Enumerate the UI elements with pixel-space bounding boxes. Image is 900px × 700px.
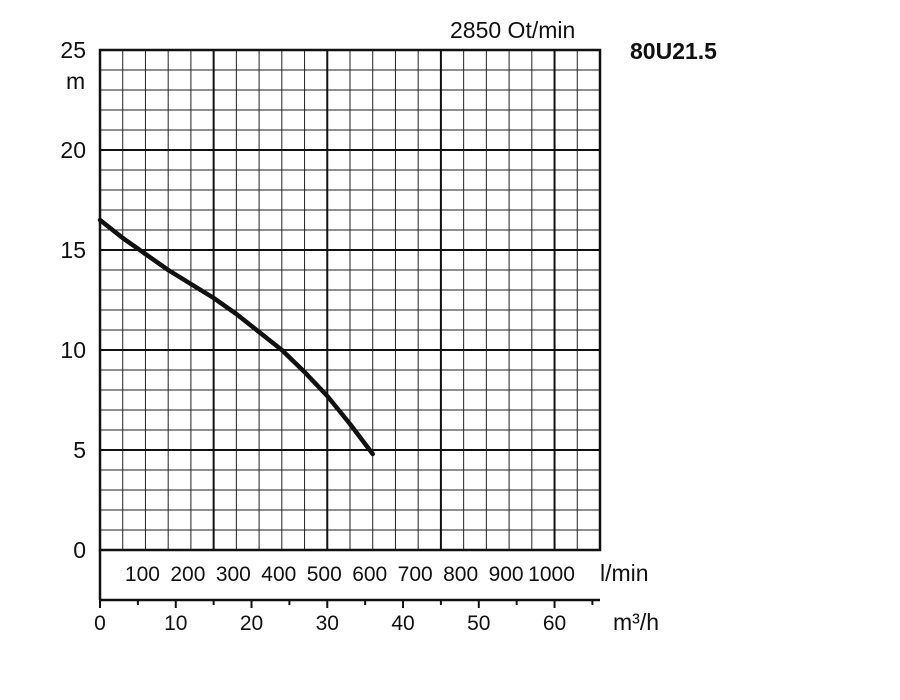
x-m3h-unit-label: m³/h (613, 609, 659, 635)
y-axis-unit-label: m (66, 68, 85, 94)
x-m3h-tick-label: 10 (164, 612, 187, 635)
x-lmin-tick-label: 600 (352, 563, 387, 586)
head-curve-line (97, 217, 375, 457)
y-tick-label: 20 (60, 137, 86, 163)
x-lmin-tick-label: 200 (170, 563, 205, 586)
curve-layer (97, 217, 375, 457)
y-tick-label: 10 (60, 337, 86, 363)
y-tick-label: 15 (60, 237, 86, 263)
x-m3h-tick-labels: 0 10 20 30 40 50 60 (94, 612, 566, 635)
y-tick-label: 0 (73, 537, 86, 563)
x-m3h-tick-label: 0 (94, 612, 106, 635)
x-lmin-tick-label: 400 (261, 563, 296, 586)
x-lmin-tick-label: 800 (443, 563, 478, 586)
y-tick-label: 5 (73, 437, 86, 463)
x-m3h-tick-label: 60 (543, 612, 566, 635)
x-lmin-tick-label: 1000 (528, 563, 575, 586)
x-lmin-unit-label: l/min (600, 560, 649, 586)
x-m3h-tick-label: 20 (240, 612, 263, 635)
x-lmin-tick-label: 100 (125, 563, 160, 586)
x-lmin-tick-label: 900 (489, 563, 524, 586)
minor-grid (100, 50, 600, 550)
x-m3h-tick-label: 30 (316, 612, 339, 635)
x-lmin-tick-label: 500 (307, 563, 342, 586)
plot-frame (98, 48, 602, 552)
y-tick-label: 25 (60, 37, 86, 63)
x-lmin-tick-label: 700 (398, 563, 433, 586)
model-label: 80U21.5 (630, 38, 717, 64)
axis-lines (98, 550, 600, 608)
x-m3h-tick-label: 50 (467, 612, 490, 635)
x-lmin-tick-labels: 100 200 300 400 500 600 700 800 900 1000 (125, 563, 575, 586)
x-m3h-tick-label: 40 (391, 612, 414, 635)
speed-label: 2850 Ot/min (450, 17, 575, 43)
major-grid (100, 50, 600, 550)
y-tick-labels: 0 5 10 15 20 25 (60, 37, 86, 563)
x-lmin-tick-label: 300 (216, 563, 251, 586)
